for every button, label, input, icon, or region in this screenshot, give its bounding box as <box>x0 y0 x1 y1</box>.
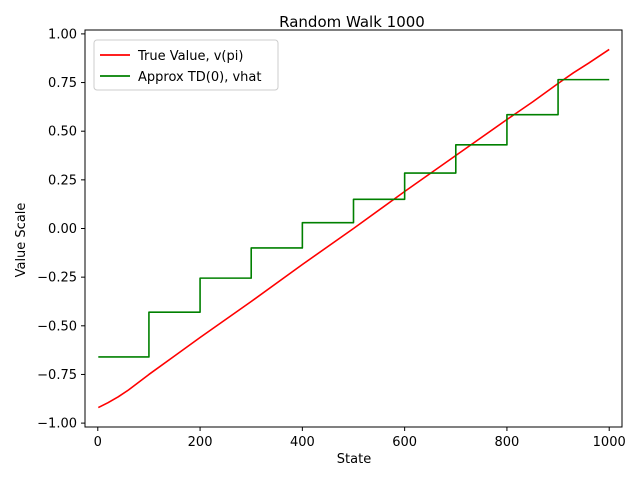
y-tick-label: 0.25 <box>48 173 77 188</box>
x-tick-label: 200 <box>188 435 213 450</box>
x-tick-label: 0 <box>94 435 102 450</box>
plot-lines <box>97 48 610 409</box>
y-tick-label: 0.75 <box>48 76 77 91</box>
y-tick-label: 0.00 <box>48 222 77 237</box>
y-tick-label: −0.25 <box>37 271 77 286</box>
legend: True Value, v(pi) Approx TD(0), vhat <box>93 39 279 91</box>
y-axis-ticks: −1.00 −0.75 −0.50 −0.25 0.00 0.25 0.50 0.75 1.00 <box>37 27 85 432</box>
series-approx-td0-line <box>98 78 610 358</box>
y-tick-label: −1.00 <box>37 417 77 432</box>
y-tick-label: −0.75 <box>37 368 77 383</box>
y-tick-label: −0.50 <box>37 319 77 334</box>
x-tick-label: 800 <box>495 435 520 450</box>
series-true-value-line <box>97 48 610 409</box>
y-tick-label: 0.50 <box>48 125 77 140</box>
x-axis-label: State <box>337 452 371 467</box>
y-axis-label: Value Scale <box>14 203 29 278</box>
legend-label-true-value: True Value, v(pi) <box>137 49 243 64</box>
x-axis-ticks: 0 200 400 600 800 1000 <box>94 427 626 450</box>
x-tick-label: 400 <box>290 435 315 450</box>
legend-label-approx-td0: Approx TD(0), vhat <box>138 70 261 85</box>
legend-box <box>93 39 279 91</box>
chart-title: Random Walk 1000 <box>279 13 425 31</box>
x-tick-label: 1000 <box>593 435 626 450</box>
x-tick-label: 600 <box>392 435 417 450</box>
y-tick-label: 1.00 <box>48 27 77 42</box>
